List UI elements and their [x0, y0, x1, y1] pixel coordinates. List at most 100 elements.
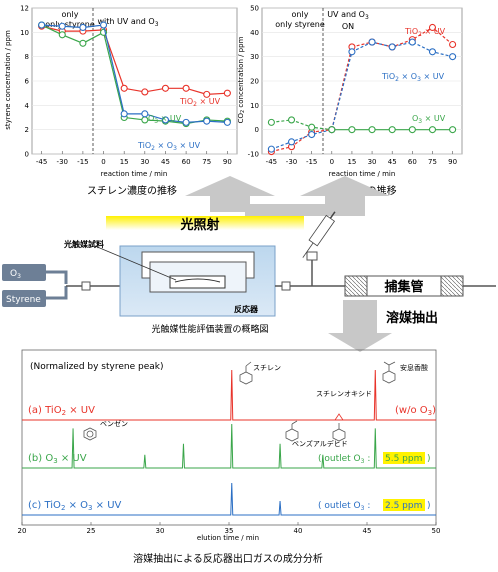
- outlet-o3-highlight-c: [383, 499, 425, 511]
- trace-close-b: ): [427, 454, 431, 464]
- benzaldehyde-molecule-icon: [285, 420, 299, 442]
- sample-plate: [169, 275, 226, 289]
- sample-label: 光触媒試料: [63, 239, 104, 249]
- c1-data-point: [141, 88, 149, 96]
- annotation-benzoic-acid: 安息香酸: [400, 363, 428, 372]
- c2-x-tick-label: -45: [266, 158, 277, 166]
- c1-series-line-pre: [41, 24, 104, 29]
- c1-data-point: [58, 22, 66, 30]
- styrene-concentration-chart: 0 2 4 6 8 10 12 -45 -30 -15 0 15 30 45 60 75 90 only onl…: [4, 5, 238, 197]
- c1-data-point: [79, 23, 87, 32]
- c2-data-point: [267, 118, 275, 126]
- c2-data-point: [449, 53, 457, 61]
- light-label: 光照射: [179, 217, 219, 233]
- c1-x-tick-label: -30: [57, 158, 68, 166]
- styrene-x-axis-label: reaction time / min: [101, 170, 168, 178]
- o3-line: [46, 270, 68, 284]
- c2-y-tick-label: 50: [250, 5, 259, 13]
- chromatogram-frame: [21, 349, 437, 526]
- c2-series-line-pre: [271, 129, 332, 150]
- co2-phase-after: UV and O3: [327, 10, 369, 21]
- c1-data-point: [161, 116, 170, 124]
- styrene-line: [46, 286, 68, 300]
- c1-y-tick-label: 8: [25, 53, 29, 61]
- c1-data-point: [182, 118, 190, 126]
- styrene-label-box: [2, 290, 46, 307]
- trace-label-b: (b) O3 × UV: [28, 453, 87, 465]
- co2-phase-after-on: ON: [342, 22, 354, 31]
- c2-y-tick-label: 30: [250, 53, 259, 61]
- collector-label: 捕集管: [384, 279, 423, 295]
- c2-x-tick-label: 30: [368, 158, 377, 166]
- annotation-styrene-oxide: スチレンオキシド: [316, 390, 372, 398]
- light-beam: [106, 216, 304, 230]
- c2-data-point: [449, 40, 457, 49]
- c2-data-point: [428, 23, 437, 32]
- sampling-septum: [306, 251, 318, 261]
- c2-data-point: [328, 126, 336, 134]
- co2-y-axis-label: CO2 concentration / ppm: [237, 36, 246, 123]
- co2-legend-o3-uv: O3 × UV: [412, 114, 446, 125]
- chromatogram-title: (Normalized by styrene peak): [30, 362, 163, 372]
- c1-data-point: [182, 84, 190, 92]
- sample-surface: [174, 278, 221, 283]
- o3-label-box: [2, 264, 46, 281]
- c2-data-point: [287, 116, 296, 124]
- flow-arrows: [185, 176, 392, 352]
- styrene-label: Styrene: [6, 295, 41, 305]
- c1-y-tick-label: 10: [20, 29, 29, 37]
- c2-x-tick-label: -15: [306, 158, 317, 166]
- styrene-caption: スチレン濃度の推移: [87, 184, 177, 197]
- c1-y-tick-label: 6: [25, 78, 30, 86]
- co2-legend-tio2-o3-uv: TiO2 × O3 × UV: [381, 72, 445, 83]
- c2-data-point: [308, 123, 316, 131]
- benzoic-acid-molecule-icon: [382, 361, 396, 384]
- styrene-legend-tio2-uv: TiO2 × UV: [179, 97, 221, 108]
- co2-concentration-chart: -10 0 10 20 30 40 50 -45 -30 -15 0 15 30 45 60 75 90 onl…: [237, 5, 463, 198]
- c2-x-tick-label: 0: [330, 158, 334, 166]
- c1-data-point: [141, 110, 149, 118]
- c1-data-point: [58, 31, 66, 39]
- c2-data-point: [388, 43, 396, 51]
- c2-y-tick-label: 0: [255, 126, 259, 134]
- styrene-molecule-icon: [239, 361, 253, 385]
- c1-series-line-pre: [41, 24, 104, 44]
- chromatogram-x-tick-label: 20: [18, 527, 27, 535]
- c1-data-point: [141, 116, 149, 124]
- c2-data-point: [348, 126, 356, 134]
- styrene-phase-before-line1: only: [62, 10, 79, 19]
- c2-data-point: [267, 145, 275, 153]
- chromatogram-x-tick-label: 40: [294, 527, 303, 535]
- c1-x-tick-label: 30: [140, 158, 149, 166]
- inlet-valve: [81, 281, 91, 291]
- styrene-legend-o3-uv: O3 × UV: [148, 114, 182, 125]
- up-arrow-right: [245, 176, 390, 216]
- c1-y-tick-label: 12: [20, 5, 29, 13]
- c2-x-tick-label: 75: [428, 158, 437, 166]
- chromatogram-x-tick-label: 45: [363, 527, 372, 535]
- c2-data-point: [408, 38, 416, 46]
- annotation-benzene: ベンゼン: [100, 419, 128, 428]
- extraction-label: 溶媒抽出: [386, 310, 438, 326]
- reactor-label: 反応器: [234, 304, 259, 314]
- c1-data-point: [120, 84, 128, 92]
- chromatogram-chart: (Normalized by styrene peak) 20 25 30 35 40 4…: [18, 349, 440, 542]
- sample-leader-line: [94, 245, 177, 281]
- outlet-o3-value-b: 5.5 ppm: [385, 454, 422, 464]
- c2-y-tick-label: 10: [250, 102, 259, 110]
- outlet-o3-highlight-b: [383, 452, 425, 464]
- c2-data-point: [428, 126, 437, 134]
- c1-data-point: [38, 21, 46, 29]
- molecule-icons: [83, 361, 396, 442]
- c1-series-line-post: [102, 32, 228, 125]
- outlet-o3-value-c: 2.5 ppm: [385, 501, 422, 511]
- apparatus-diagram: 光照射 O3 Styrene 光触媒試料 反応器 光触媒性能評価装置の概略図: [2, 211, 496, 335]
- c2-data-point: [408, 126, 416, 134]
- chromatogram-trace: [22, 423, 436, 469]
- c1-data-point: [99, 21, 108, 29]
- c2-x-tick-label: 60: [408, 158, 417, 166]
- gas-inlet-styrene: Styrene: [2, 286, 68, 307]
- annotation-benzaldehyde: ベンズアルデヒド: [292, 439, 348, 448]
- outlet-valve: [281, 281, 291, 291]
- styrene-legend-tio2-o3-uv: TiO2 × O3 × UV: [137, 141, 201, 152]
